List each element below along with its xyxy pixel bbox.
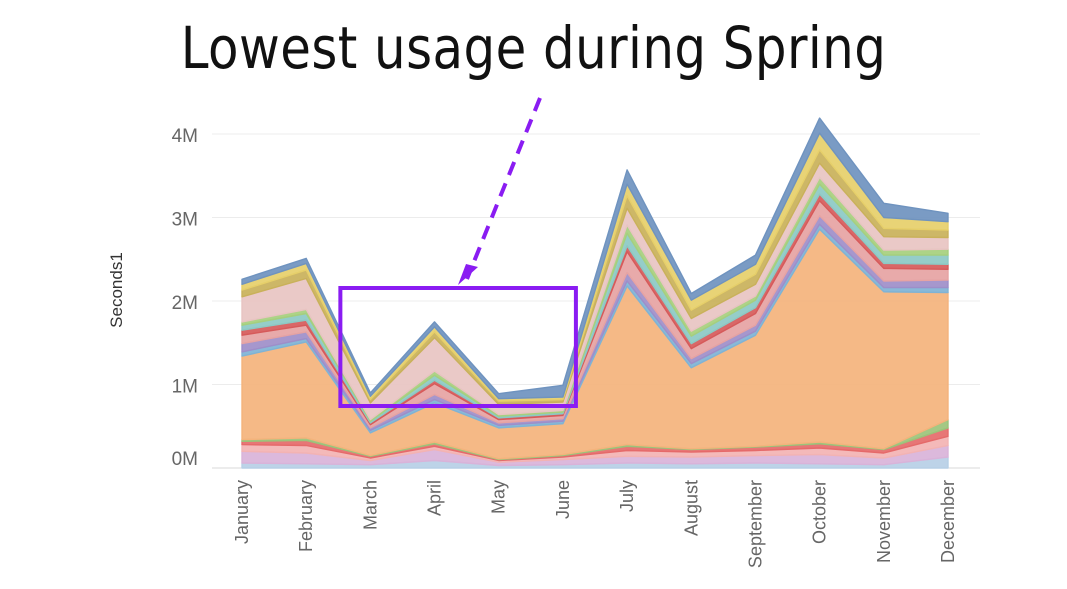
annotation-arrow (465, 97, 542, 280)
y-axis-ticks: 0M 1M 2M 3M 4M (172, 126, 198, 470)
x-tick-label-7: August (681, 480, 701, 536)
x-tick-label-2: March (360, 480, 380, 530)
headline: Lowest usage during Spring (180, 14, 887, 82)
y-tick-label-3: 3M (172, 210, 198, 231)
arrowhead-icon (458, 264, 478, 285)
x-tick-label-0: January (232, 480, 252, 544)
annotation-overlay (338, 97, 578, 408)
highlight-box (338, 286, 578, 408)
y-tick-label-2: 2M (172, 293, 198, 314)
x-axis-ticks: January February March April May June July Augu… (232, 480, 958, 568)
y-axis-label: Seconds1 (107, 252, 126, 328)
x-tick-label-10: November (874, 480, 894, 563)
x-tick-label-5: June (553, 480, 573, 519)
x-tick-label-1: February (296, 480, 316, 552)
x-tick-label-4: May (489, 480, 509, 514)
x-tick-label-9: October (810, 480, 830, 544)
x-tick-label-8: September (745, 480, 765, 568)
area-series (241, 117, 949, 469)
y-tick-label-0: 0M (172, 449, 198, 470)
x-tick-label-6: July (617, 480, 637, 512)
y-tick-label-4: 4M (172, 126, 198, 147)
x-tick-label-3: April (425, 480, 445, 516)
y-tick-label-1: 1M (172, 377, 198, 398)
x-tick-label-11: December (938, 480, 958, 563)
area-series-15 (241, 117, 949, 400)
